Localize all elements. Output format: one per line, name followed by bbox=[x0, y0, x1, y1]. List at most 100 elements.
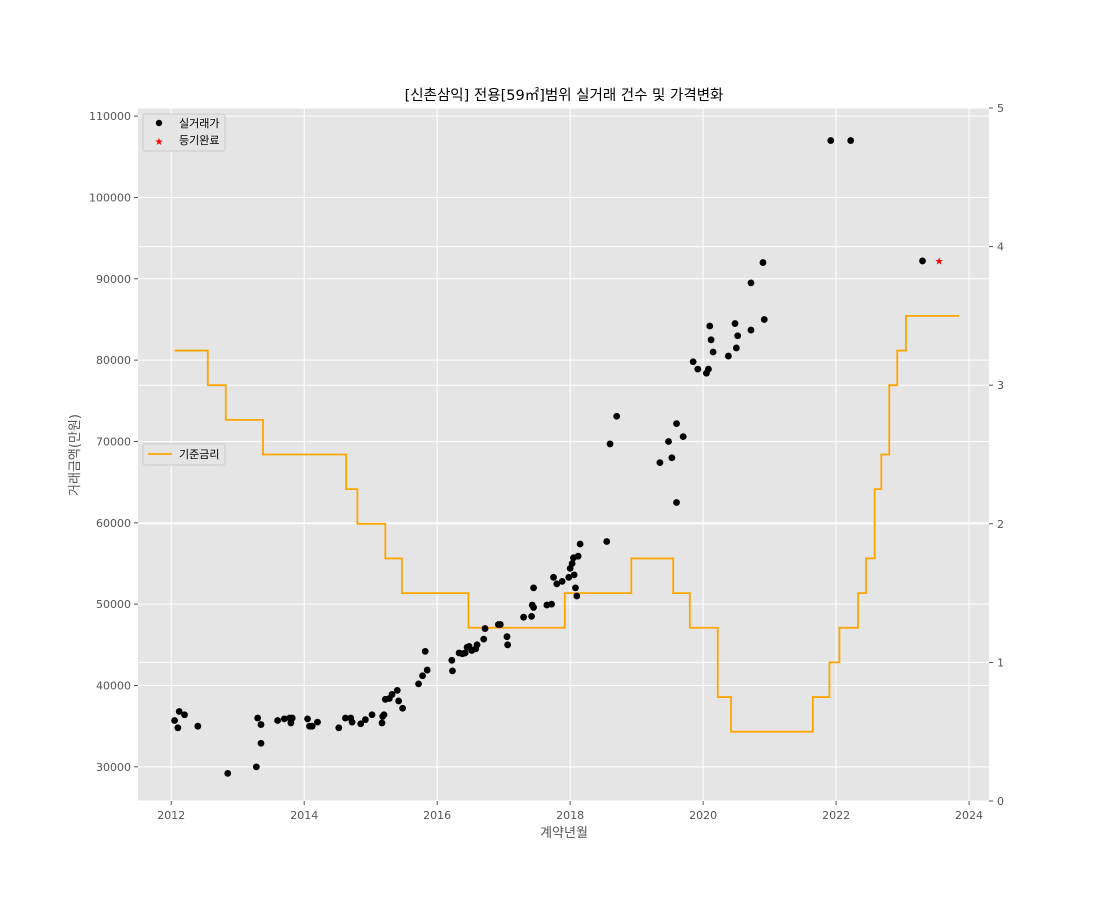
trade-point bbox=[314, 718, 321, 726]
legend-registered-label: 등기완료 bbox=[179, 134, 219, 147]
legend-rate-box bbox=[142, 443, 226, 466]
trade-point bbox=[528, 612, 535, 620]
y-tick-label: 80000 bbox=[96, 354, 131, 367]
chart-title: [신촌삼익] 전용[59㎡]범위 실거래 건수 및 가격변화 bbox=[405, 87, 724, 104]
trade-point bbox=[572, 584, 579, 592]
y-tick-label: 90000 bbox=[96, 273, 131, 286]
legend-trade-box bbox=[142, 113, 226, 152]
legend-rate: 기준금리 bbox=[142, 443, 226, 466]
y2-tick-label: 2 bbox=[997, 518, 1004, 531]
legend-trade: 실거래가 ★ 등기완료 bbox=[142, 113, 226, 152]
y2-tick-label: 1 bbox=[997, 656, 1004, 669]
trade-point bbox=[673, 499, 680, 506]
trade-point bbox=[304, 715, 311, 723]
trade-point bbox=[709, 348, 717, 356]
trade-point bbox=[606, 440, 614, 448]
trade-point bbox=[747, 279, 755, 287]
trade-point bbox=[530, 584, 537, 592]
y2-tick-label: 4 bbox=[997, 241, 1004, 254]
trade-point bbox=[368, 711, 376, 719]
y-axis-label: 거래금액(만원) bbox=[68, 414, 83, 496]
trade-point bbox=[378, 719, 386, 727]
trade-point bbox=[747, 326, 755, 334]
trade-point bbox=[254, 714, 262, 722]
x-tick-label: 2024 bbox=[955, 809, 983, 822]
trade-point bbox=[679, 433, 687, 441]
trade-point bbox=[415, 680, 422, 688]
x-tick-label: 2018 bbox=[556, 809, 584, 822]
trade-point bbox=[181, 711, 188, 719]
legend-rate-label: 기준금리 bbox=[179, 448, 219, 461]
x-axis-label: 계약년월 bbox=[540, 826, 588, 841]
trade-point bbox=[847, 137, 855, 144]
y-tick-label: 60000 bbox=[96, 517, 131, 530]
trade-point bbox=[175, 708, 183, 715]
registered-series: ★ bbox=[935, 256, 944, 267]
legend-trade-label: 실거래가 bbox=[179, 117, 219, 130]
trade-series bbox=[171, 137, 926, 777]
trade-point bbox=[171, 717, 178, 724]
trade-point bbox=[335, 724, 343, 732]
trade-point bbox=[288, 714, 296, 722]
trade-point bbox=[448, 656, 456, 664]
trade-point bbox=[548, 600, 555, 608]
trade-point bbox=[361, 716, 369, 724]
trade-point bbox=[603, 538, 611, 545]
trade-point bbox=[550, 573, 557, 581]
trade-point bbox=[673, 420, 680, 427]
trade-point bbox=[576, 540, 584, 548]
y2-tick-label: 5 bbox=[997, 102, 1004, 115]
x-tick-label: 2016 bbox=[423, 809, 451, 822]
y-tick-label: 100000 bbox=[89, 191, 131, 204]
trade-point bbox=[656, 459, 664, 467]
trade-point bbox=[565, 573, 573, 581]
registered-point: ★ bbox=[935, 256, 944, 267]
x-tick-label: 2014 bbox=[290, 809, 318, 822]
trade-point bbox=[553, 580, 561, 588]
trade-point bbox=[574, 552, 582, 560]
trade-point bbox=[694, 365, 702, 373]
trade-point bbox=[731, 320, 739, 327]
y-tick-label: 70000 bbox=[96, 435, 131, 448]
trade-point bbox=[419, 672, 426, 680]
y2-tick-label: 3 bbox=[997, 379, 1004, 392]
rate-step-line bbox=[174, 315, 960, 733]
trade-point bbox=[257, 739, 265, 747]
trade-point bbox=[570, 571, 578, 579]
trade-point bbox=[308, 722, 316, 730]
trade-point bbox=[530, 604, 537, 611]
y-tick-label: 30000 bbox=[96, 761, 131, 774]
trade-point bbox=[724, 352, 732, 360]
trade-point bbox=[348, 718, 356, 726]
trade-point bbox=[613, 412, 621, 420]
trade-point bbox=[380, 711, 388, 719]
trade-point bbox=[423, 666, 431, 674]
trade-point bbox=[520, 613, 528, 621]
x-tick-label: 2012 bbox=[157, 809, 185, 822]
trade-point bbox=[504, 641, 512, 649]
y-tick-label: 110000 bbox=[89, 110, 131, 123]
trade-point bbox=[558, 577, 566, 585]
trade-point bbox=[759, 259, 767, 266]
trade-point bbox=[668, 454, 676, 462]
trade-point bbox=[919, 257, 926, 265]
trade-point bbox=[705, 365, 712, 373]
y-axis-ticks: 30000 40000 50000 60000 70000 80000 90000 10000… bbox=[89, 110, 138, 774]
trade-point bbox=[689, 358, 697, 366]
trade-point bbox=[760, 316, 768, 323]
y2-axis-ticks: 0 1 2 3 4 5 bbox=[989, 102, 1004, 808]
trade-point bbox=[274, 717, 282, 724]
trade-point bbox=[706, 322, 714, 330]
legend-registered-marker: ★ bbox=[155, 137, 164, 148]
trade-point bbox=[252, 763, 260, 771]
trade-point bbox=[257, 721, 265, 728]
x-axis-ticks: 2012 2014 2016 2018 2020 2022 2024 bbox=[157, 801, 983, 822]
trade-point bbox=[395, 697, 403, 705]
x-tick-label: 2020 bbox=[689, 809, 717, 822]
trade-point bbox=[732, 344, 740, 352]
trade-point bbox=[388, 691, 396, 698]
y-tick-label: 40000 bbox=[96, 680, 131, 693]
trade-point bbox=[665, 438, 672, 445]
trade-point bbox=[481, 625, 489, 632]
